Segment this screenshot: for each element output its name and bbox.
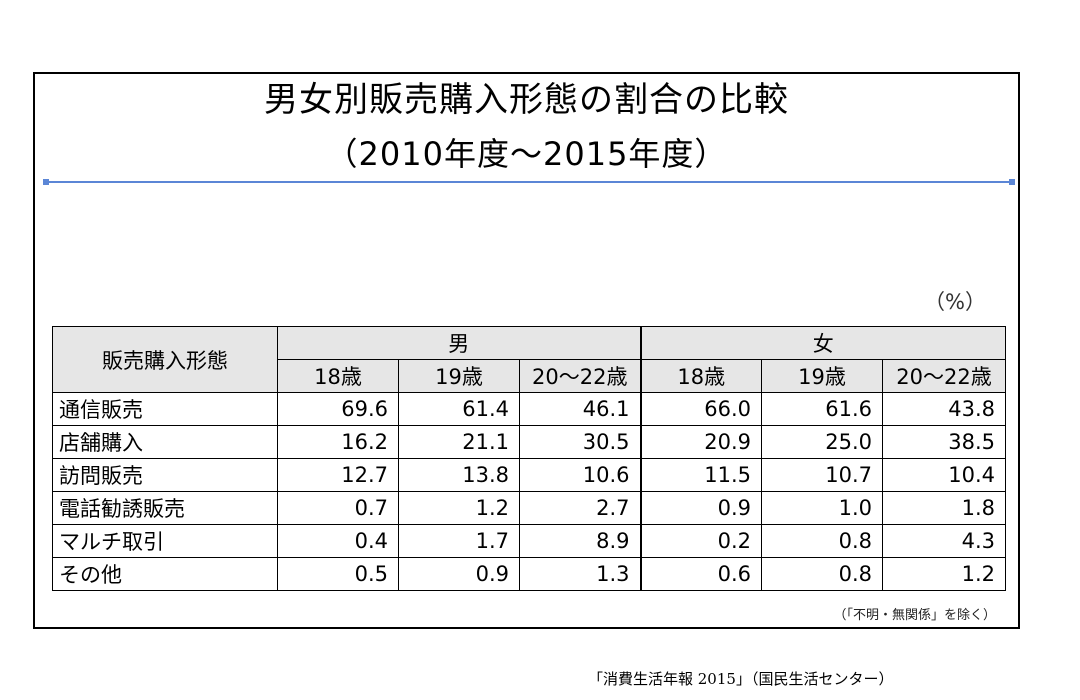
table-cell: 0.7 [277, 491, 399, 525]
data-table: 販売購入形態 男 女 18歳 19歳 20～22歳 18歳 19歳 20～22歳… [52, 326, 1007, 591]
table-cell: 0.5 [277, 557, 399, 591]
table-cell: 46.1 [518, 392, 642, 426]
row-label: その他 [52, 557, 278, 591]
table-cell: 21.1 [398, 425, 520, 459]
divider-handle-right [1009, 179, 1015, 185]
age-header: 18歳 [639, 359, 763, 393]
table-cell: 1.3 [518, 557, 642, 591]
table-row: 訪問販売 12.7 13.8 10.6 11.5 10.7 10.4 [52, 458, 1007, 492]
page-subtitle: （2010年度～2015年度） [325, 135, 728, 173]
page-title: 男女別販売購入形態の割合の比較 [264, 80, 789, 120]
table-cell: 0.9 [398, 557, 520, 591]
table-cell: 2.7 [518, 491, 642, 525]
table-cell: 0.8 [761, 557, 884, 591]
table-row: マルチ取引 0.4 1.7 8.9 0.2 0.8 4.3 [52, 524, 1007, 558]
table-cell: 66.0 [639, 392, 763, 426]
table-cell: 1.8 [882, 491, 1007, 525]
table-cell: 0.4 [277, 524, 399, 558]
corner-header: 販売購入形態 [52, 326, 278, 393]
row-label: マルチ取引 [52, 524, 278, 558]
table-cell: 43.8 [882, 392, 1007, 426]
footnote: （「不明・無関係」を除く） [833, 608, 996, 623]
table-cell: 1.2 [398, 491, 520, 525]
table-cell: 61.4 [398, 392, 520, 426]
unit-label: （%） [924, 290, 986, 314]
table-cell: 0.9 [639, 491, 763, 525]
chart-frame: 男女別販売購入形態の割合の比較 （2010年度～2015年度） （%） 販売購入… [33, 72, 1020, 629]
table-cell: 69.6 [277, 392, 399, 426]
row-label: 訪問販売 [52, 458, 278, 492]
table-cell: 10.6 [518, 458, 642, 492]
header-row-ages: 18歳 19歳 20～22歳 18歳 19歳 20～22歳 [53, 359, 1007, 393]
table-cell: 1.2 [882, 557, 1007, 591]
table-cell: 1.7 [398, 524, 520, 558]
table-cell: 30.5 [518, 425, 642, 459]
table-cell: 11.5 [639, 458, 763, 492]
table-cell: 1.0 [761, 491, 884, 525]
table-cell: 0.2 [639, 524, 763, 558]
table-cell: 0.6 [639, 557, 763, 591]
age-header: 18歳 [277, 359, 399, 393]
table-cell: 13.8 [398, 458, 520, 492]
table-cell: 12.7 [277, 458, 399, 492]
header-row-groups: 販売購入形態 男 女 [52, 326, 1007, 393]
age-header: 20～22歳 [882, 359, 1007, 393]
age-header: 19歳 [761, 359, 884, 393]
table-row: 店舗購入 16.2 21.1 30.5 20.9 25.0 38.5 [52, 425, 1007, 459]
row-label: 通信販売 [52, 392, 278, 426]
group-header-female: 女 [639, 326, 1007, 360]
row-label: 店舗購入 [52, 425, 278, 459]
table-row: 電話勧誘販売 0.7 1.2 2.7 0.9 1.0 1.8 [52, 491, 1007, 525]
table-cell: 4.3 [882, 524, 1007, 558]
table-cell: 10.7 [761, 458, 884, 492]
table-row: その他 0.5 0.9 1.3 0.6 0.8 1.2 [52, 557, 1007, 591]
age-header: 19歳 [398, 359, 520, 393]
table-cell: 8.9 [518, 524, 642, 558]
table-cell: 61.6 [761, 392, 884, 426]
group-header-male: 男 [276, 326, 642, 360]
table-cell: 25.0 [761, 425, 884, 459]
table-cell: 38.5 [882, 425, 1007, 459]
row-label: 電話勧誘販売 [52, 491, 278, 525]
table-row: 通信販売 69.6 61.4 46.1 66.0 61.6 43.8 [52, 392, 1007, 426]
source-citation: 「消費生活年報 2015」（国民生活センター） [588, 670, 894, 688]
table-cell: 0.8 [761, 524, 884, 558]
age-header: 20～22歳 [518, 359, 642, 393]
table-cell: 20.9 [639, 425, 763, 459]
table-cell: 10.4 [882, 458, 1007, 492]
divider-line [43, 179, 1015, 185]
table-cell: 16.2 [277, 425, 399, 459]
divider-handle-left [43, 179, 49, 185]
